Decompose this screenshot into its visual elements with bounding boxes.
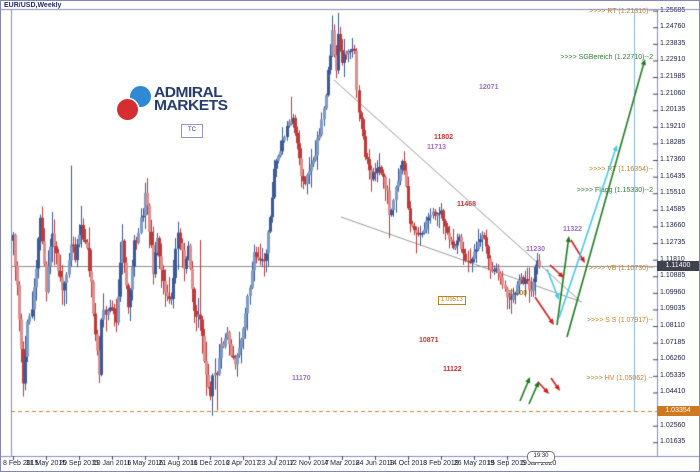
symbol-title: EUR/USD,Weekly <box>4 2 62 9</box>
logo-text-line2: MARKETS <box>154 97 228 114</box>
current-price-tag: 1.11400 <box>657 261 699 271</box>
chart-price-box-label: 1.09513 <box>438 296 466 305</box>
tc-button[interactable]: TC <box>181 124 203 138</box>
logo-red-circle-icon <box>117 99 138 120</box>
logo-text-line1: ADMIRAL <box>154 84 223 101</box>
server-clock-badge: 19:30 <box>527 451 555 463</box>
admiral-markets-logo: ADMIRAL MARKETS <box>109 83 299 139</box>
low-marker-price-tag: 1.03354 <box>657 406 699 416</box>
